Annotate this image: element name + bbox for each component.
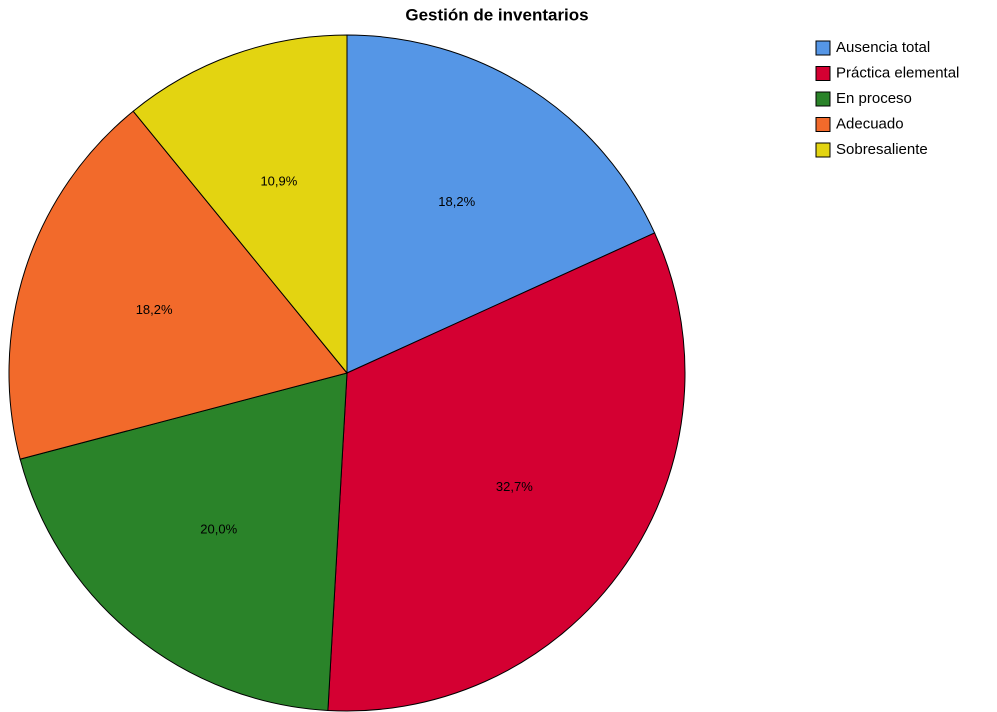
pie-slice xyxy=(8,110,348,460)
legend-label: Sobresaliente xyxy=(836,141,928,158)
legend-label: Ausencia total xyxy=(836,39,930,56)
slice-label: 18,2% xyxy=(438,194,475,209)
pie-slice xyxy=(327,232,686,712)
pie-slice xyxy=(19,372,348,711)
legend-label: En proceso xyxy=(836,90,912,107)
slice-label: 10,9% xyxy=(260,173,297,188)
slice-label: 18,2% xyxy=(136,302,173,317)
pie-slice xyxy=(132,34,348,375)
legend-label: Adecuado xyxy=(836,115,904,132)
pie-slice xyxy=(346,34,656,374)
chart-title: Gestión de inventarios xyxy=(405,5,588,24)
legend-swatch xyxy=(815,142,831,158)
legend-swatch xyxy=(815,117,831,132)
legend-swatch xyxy=(815,66,831,81)
legend-label: Práctica elemental xyxy=(836,64,959,81)
slice-label: 32,7% xyxy=(496,479,533,494)
legend-swatch xyxy=(815,91,831,107)
legend-swatch xyxy=(815,40,831,56)
slice-label: 20,0% xyxy=(200,522,237,537)
